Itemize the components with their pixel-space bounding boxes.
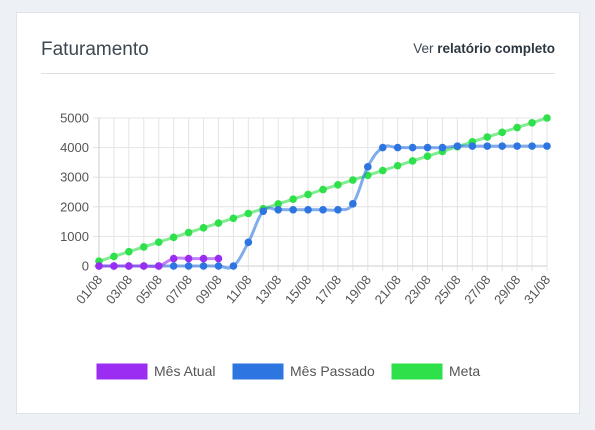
data-point bbox=[528, 142, 536, 150]
data-point bbox=[498, 128, 507, 137]
data-point bbox=[169, 262, 178, 270]
data-point bbox=[438, 143, 447, 152]
data-point bbox=[169, 233, 178, 242]
data-point bbox=[364, 163, 372, 171]
data-point bbox=[513, 142, 521, 150]
data-point bbox=[259, 207, 268, 216]
x-tick-label: 07/08 bbox=[162, 272, 194, 307]
data-point bbox=[184, 254, 193, 263]
legend-label[interactable]: Mês Passado bbox=[290, 363, 375, 379]
legend-label[interactable]: Meta bbox=[449, 363, 480, 379]
card-title: Faturamento bbox=[41, 39, 149, 60]
x-tick-label: 23/08 bbox=[401, 272, 433, 307]
data-point bbox=[244, 209, 253, 218]
data-point bbox=[513, 123, 521, 132]
y-tick-label: 0 bbox=[82, 259, 89, 274]
y-tick-label: 5000 bbox=[60, 111, 89, 126]
data-point bbox=[393, 143, 402, 152]
data-point bbox=[244, 238, 253, 247]
data-point bbox=[110, 252, 118, 261]
data-point bbox=[483, 133, 492, 141]
data-point bbox=[319, 205, 327, 214]
data-point bbox=[214, 254, 223, 263]
data-point bbox=[543, 114, 551, 122]
data-point bbox=[453, 142, 462, 150]
x-tick-label: 19/08 bbox=[342, 272, 374, 307]
data-point bbox=[214, 219, 223, 227]
data-point bbox=[304, 190, 312, 199]
data-point bbox=[289, 205, 297, 214]
data-point bbox=[199, 262, 208, 270]
data-point bbox=[349, 200, 357, 208]
data-point bbox=[169, 254, 178, 263]
x-tick-label: 31/08 bbox=[521, 272, 553, 307]
data-point bbox=[349, 176, 357, 184]
report-link-prefix: Ver bbox=[413, 41, 438, 56]
x-tick-label: 05/08 bbox=[133, 272, 165, 307]
x-tick-label: 29/08 bbox=[491, 272, 523, 307]
report-link-strong: relatório completo bbox=[437, 41, 555, 56]
x-tick-label: 11/08 bbox=[223, 272, 255, 306]
data-point bbox=[140, 243, 148, 251]
revenue-card: Faturamento Ver relatório completo bbox=[16, 12, 580, 414]
data-point bbox=[498, 142, 507, 150]
data-point bbox=[334, 181, 342, 189]
data-point bbox=[125, 262, 133, 270]
data-point bbox=[95, 262, 103, 270]
legend-swatch[interactable] bbox=[232, 363, 284, 380]
data-point bbox=[229, 262, 238, 270]
data-point bbox=[184, 228, 193, 237]
legend-swatch[interactable] bbox=[96, 363, 148, 380]
full-report-link[interactable]: Ver relatório completo bbox=[413, 41, 555, 56]
data-point bbox=[274, 205, 283, 214]
x-tick-label: 17/08 bbox=[312, 272, 344, 307]
data-point bbox=[543, 142, 551, 150]
data-point bbox=[334, 205, 342, 214]
data-point bbox=[110, 262, 118, 270]
x-tick-label: 21/08 bbox=[372, 272, 404, 307]
x-tick-label: 09/08 bbox=[192, 272, 224, 307]
data-point bbox=[214, 262, 223, 270]
data-point bbox=[423, 152, 432, 160]
legend-swatch[interactable] bbox=[391, 363, 443, 380]
data-point bbox=[154, 238, 163, 246]
data-point bbox=[140, 262, 148, 270]
data-point bbox=[304, 205, 312, 214]
data-point bbox=[483, 142, 492, 150]
x-tick-label: 01/08 bbox=[73, 272, 105, 307]
data-point bbox=[274, 200, 283, 208]
y-tick-label: 2000 bbox=[60, 199, 89, 214]
x-tick-label: 27/08 bbox=[461, 272, 493, 307]
x-tick-label: 03/08 bbox=[103, 272, 135, 307]
data-point bbox=[528, 118, 536, 127]
data-point bbox=[199, 224, 208, 232]
y-tick-label: 1000 bbox=[60, 229, 89, 244]
legend-label[interactable]: Mês Atual bbox=[154, 363, 215, 379]
x-tick-label: 15/08 bbox=[282, 272, 314, 307]
card-header: Faturamento Ver relatório completo bbox=[41, 39, 555, 74]
data-point bbox=[289, 195, 297, 203]
data-point bbox=[199, 254, 208, 263]
data-point bbox=[319, 185, 327, 194]
data-point bbox=[229, 214, 238, 223]
y-tick-label: 4000 bbox=[60, 140, 89, 155]
data-point bbox=[125, 247, 133, 256]
data-point bbox=[408, 143, 417, 152]
data-point bbox=[154, 262, 163, 270]
y-tick-label: 3000 bbox=[60, 170, 89, 185]
data-point bbox=[378, 143, 387, 152]
data-point bbox=[184, 262, 193, 270]
x-tick-label: 13/08 bbox=[252, 272, 284, 307]
data-point bbox=[378, 166, 387, 175]
data-point bbox=[408, 157, 417, 165]
data-point bbox=[393, 161, 402, 170]
x-tick-label: 25/08 bbox=[431, 272, 463, 307]
data-point bbox=[423, 143, 432, 152]
data-point bbox=[468, 142, 477, 150]
